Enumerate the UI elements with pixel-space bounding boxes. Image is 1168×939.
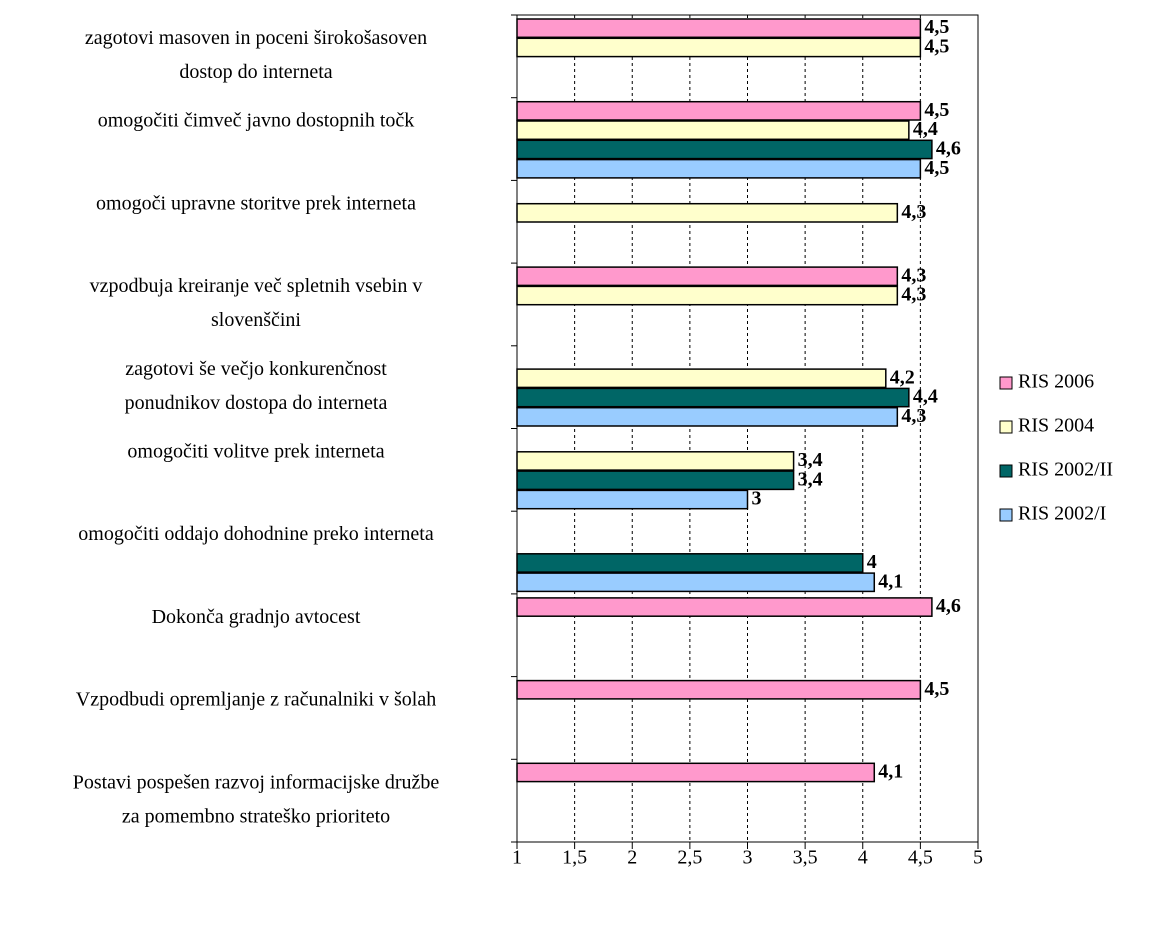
value-label: 4,5 [924,36,949,58]
bar [516,202,899,223]
bar [516,597,933,617]
value-label: 4,4 [913,386,938,408]
bar [516,406,899,427]
legend-swatch [999,420,1013,434]
x-tick-label: 4,5 [908,847,933,869]
bar [516,266,899,287]
value-label: 4,2 [890,366,915,388]
x-tick-label: 2 [627,847,637,869]
legend-label: RIS 2004 [1018,415,1094,437]
bar [516,762,876,783]
legend-label: RIS 2006 [1018,371,1094,393]
legend-swatch [999,508,1013,522]
category-label: zagotovi še večjo konkurenčnost ponudniko… [125,357,388,413]
category-line: Dokonča gradnjo avtocest [152,605,361,627]
legend-swatch [999,464,1013,478]
bar [516,470,795,491]
legend-label: RIS 2002/II [1018,459,1113,481]
bar [516,387,910,408]
category-label: vzpodbuja kreiranje več spletnih vsebin … [90,275,423,331]
category-line: Postavi pospešen razvoj informacijske dr… [73,771,440,793]
category-label: Vzpodbudi opremljanje z računalniki v šo… [76,688,436,710]
x-tick-label: 2,5 [677,847,702,869]
value-label: 3 [752,488,762,510]
category-line: omogočiti čimveč javno dostopnih točk [98,109,415,131]
category-label: omogoči upravne storitve prek interneta [96,192,416,214]
x-tick-label: 1 [512,847,522,869]
category-line: omogočiti oddajo dohodnine preko interne… [78,523,434,545]
value-label: 4,5 [924,157,949,179]
value-label: 4,1 [878,761,903,783]
category-label: Dokonča gradnjo avtocest [152,605,361,627]
bar [516,100,922,121]
category-line: omogočiti volitve prek interneta [127,440,384,462]
category-line: slovenščini [211,309,301,331]
category-label: omogočiti čimveč javno dostopnih točk [98,109,415,131]
bar [516,679,922,700]
bar [516,285,899,306]
bar [516,37,922,58]
value-label: 4,6 [936,138,961,160]
category-line: vzpodbuja kreiranje več spletnih vsebin … [90,275,423,297]
category-line: zagotovi masoven in poceni širokošasoven [85,27,427,49]
bar [516,451,795,471]
value-label: 4 [867,551,877,573]
value-label: 4,5 [924,16,949,38]
bar [516,18,922,39]
bar [516,158,922,179]
category-label: omogočiti oddajo dohodnine preko interne… [78,523,434,545]
bar [516,139,933,160]
legend-label: RIS 2002/I [1018,503,1106,525]
value-label: 4,5 [924,99,949,121]
bar [516,572,876,593]
value-label: 4,4 [913,118,938,140]
x-tick-label: 3 [743,847,753,869]
bar [516,553,864,573]
category-line: Vzpodbudi opremljanje z računalniki v šo… [76,688,436,710]
value-label: 4,3 [901,405,926,427]
category-line: omogoči upravne storitve prek interneta [96,192,416,214]
x-tick-label: 5 [973,847,983,869]
x-tick-label: 3,5 [793,847,818,869]
value-label: 4,3 [901,284,926,306]
value-label: 3,4 [798,468,823,490]
value-label: 4,6 [936,595,961,617]
category-label: zagotovi masoven in poceni širokošasoven… [85,27,427,83]
value-label: 4,3 [901,264,926,286]
value-label: 4,1 [878,570,903,592]
value-label: 3,4 [798,449,823,471]
category-line: dostop do interneta [179,61,332,83]
bar [516,120,910,141]
category-label: Postavi pospešen razvoj informacijske dr… [73,771,440,827]
x-tick-label: 1,5 [562,847,587,869]
value-label: 4,5 [924,678,949,700]
legend-swatch [999,376,1013,390]
category-line: zagotovi še večjo konkurenčnost [125,357,387,379]
bar [516,489,749,510]
category-line: za pomembno strateško prioriteto [122,805,390,827]
category-label: omogočiti volitve prek interneta [127,440,384,462]
x-tick-label: 4 [858,847,868,869]
bar [516,368,887,389]
value-label: 4,3 [901,201,926,223]
category-line: ponudnikov dostopa do interneta [125,391,388,413]
